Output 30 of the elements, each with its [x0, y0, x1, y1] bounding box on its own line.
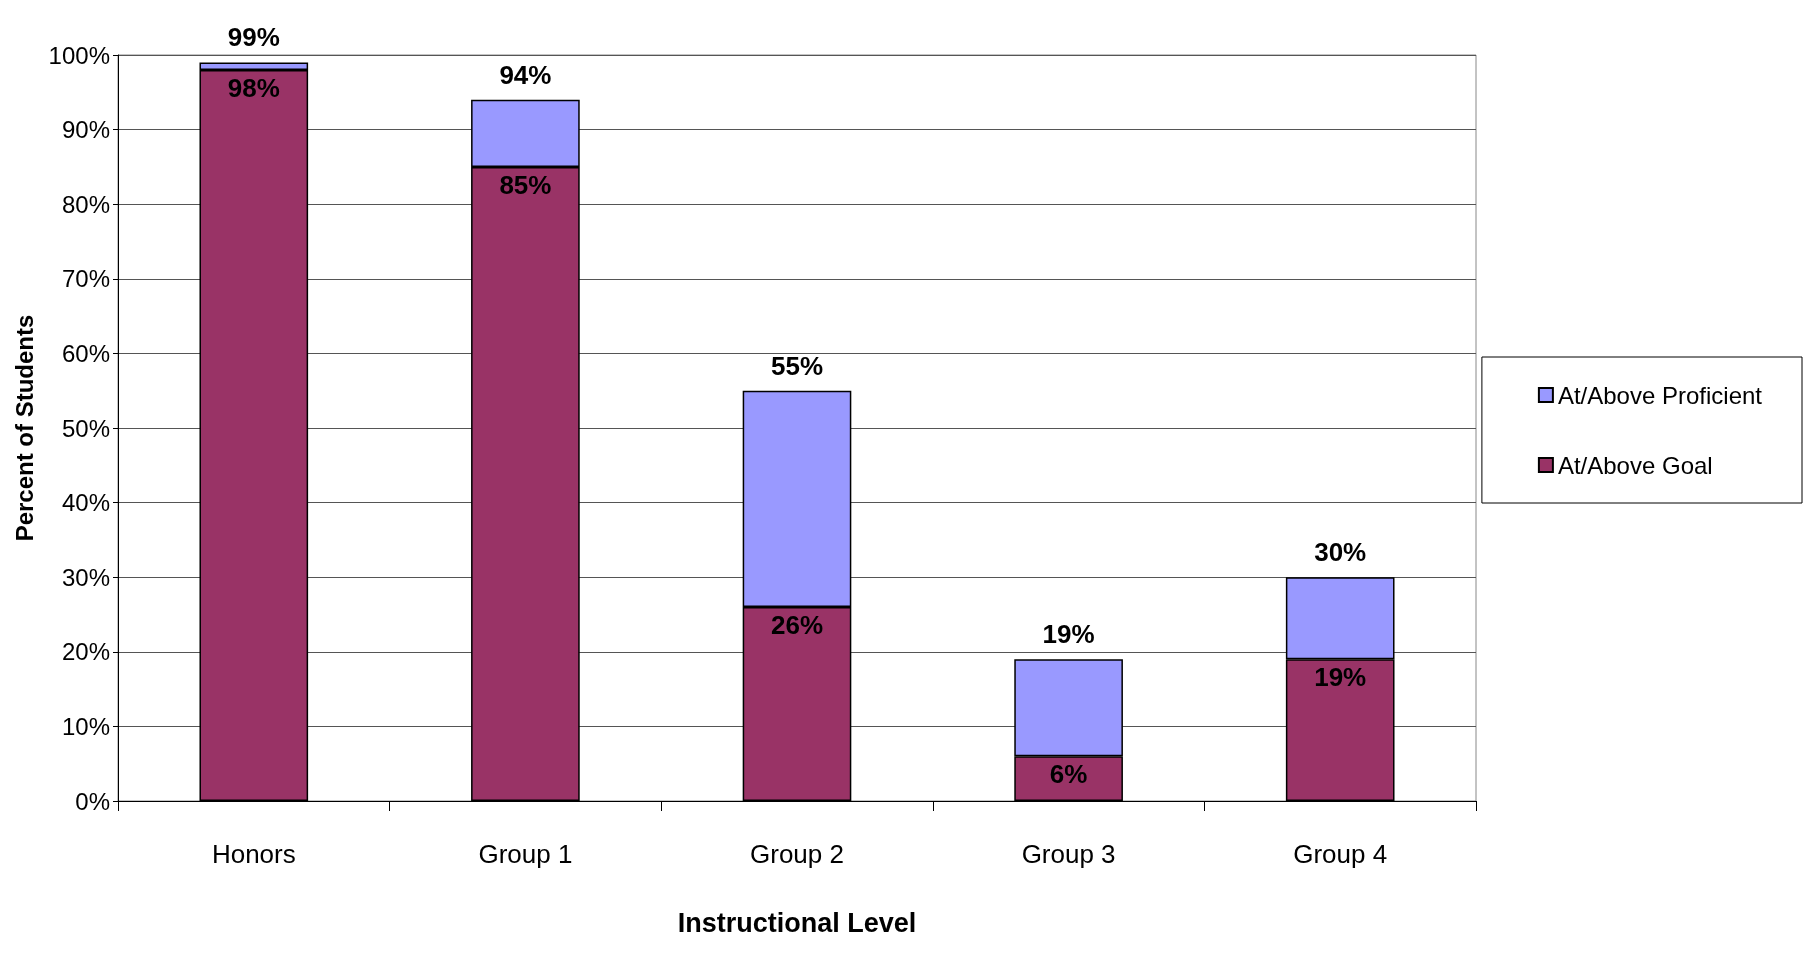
data-label: 19% [1314, 662, 1367, 693]
y-tick-label: 60% [61, 339, 110, 367]
x-tick-label: Group 3 [1021, 839, 1116, 869]
total-label: 30% [1314, 537, 1367, 568]
data-label: 6% [1049, 759, 1088, 790]
y-tick-label: 50% [61, 414, 110, 442]
data-label: 26% [770, 610, 824, 641]
x-tick-label: Honors [211, 839, 296, 869]
y-tick-label: 30% [61, 563, 110, 591]
total-label: 94% [499, 59, 552, 90]
y-tick-label: 80% [61, 190, 110, 218]
legend-label: At/Above Proficient [1557, 381, 1763, 409]
x-tick-label: Group 2 [750, 839, 844, 869]
y-tick-label: 90% [61, 116, 110, 144]
total-label: 55% [770, 350, 824, 381]
total-label: 19% [1042, 619, 1095, 650]
data-label: 98% [227, 72, 280, 103]
y-tick-label: 0% [75, 787, 110, 815]
x-tick-label: Group 4 [1293, 839, 1388, 869]
y-tick-label: 70% [61, 265, 110, 293]
total-label: 99% [227, 22, 280, 53]
x-axis-title: Instructional Level [677, 907, 917, 938]
y-tick-label: 20% [61, 638, 110, 666]
x-tick-label: Group 1 [478, 839, 573, 869]
y-tick-label: 40% [61, 489, 110, 517]
data-label: 85% [499, 169, 552, 200]
y-tick-label: 10% [61, 712, 110, 740]
legend-label: At/Above Goal [1557, 451, 1713, 479]
y-tick-label: 100% [48, 41, 110, 69]
y-axis-title: Percent of Students [10, 314, 38, 542]
